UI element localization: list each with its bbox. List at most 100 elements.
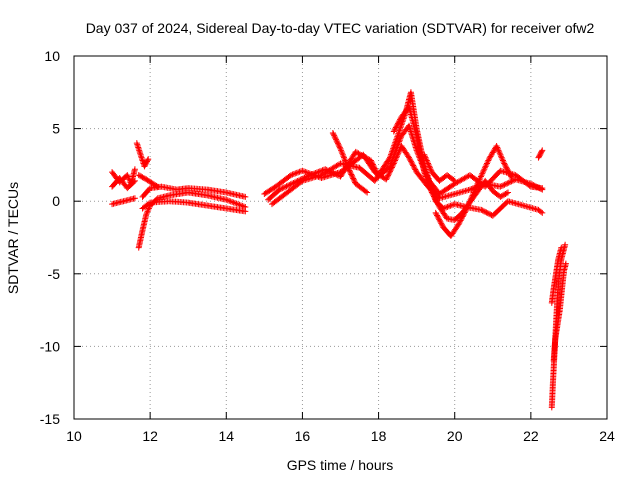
data-point-marker — [466, 186, 473, 193]
data-point-marker — [428, 189, 435, 196]
data-point-marker — [499, 156, 506, 163]
data-point-marker — [145, 206, 152, 213]
data-point-marker — [425, 161, 432, 168]
x-tick-label: 20 — [447, 428, 463, 444]
data-point-marker — [154, 183, 161, 190]
data-point-marker — [144, 157, 151, 164]
data-point-marker — [461, 209, 468, 216]
data-point-marker — [455, 221, 462, 228]
data-point-marker — [483, 160, 490, 167]
data-point-marker — [482, 163, 489, 170]
data-point-marker — [506, 171, 513, 178]
data-point-marker — [432, 196, 439, 203]
data-point-marker — [336, 144, 343, 151]
data-point-marker — [434, 200, 441, 207]
data-point-marker — [562, 241, 569, 248]
data-point-marker — [332, 135, 339, 142]
data-point-marker — [477, 173, 484, 180]
data-point-marker — [506, 169, 513, 176]
data-point-marker — [288, 172, 295, 179]
data-point-marker — [444, 203, 451, 210]
data-point-marker — [479, 170, 486, 177]
data-point-marker — [456, 218, 463, 225]
data-point-marker — [329, 129, 336, 136]
data-point-marker — [502, 190, 509, 197]
data-track — [109, 195, 138, 208]
data-point-marker — [458, 214, 465, 221]
x-tick-label: 14 — [218, 428, 234, 444]
data-point-marker — [508, 174, 515, 181]
data-point-marker — [331, 133, 338, 140]
data-point-marker — [351, 178, 358, 185]
data-point-marker — [330, 170, 337, 177]
data-point-marker — [384, 173, 391, 180]
data-point-marker — [392, 124, 399, 131]
y-tick-label: -15 — [40, 411, 60, 427]
data-point-marker — [501, 181, 508, 188]
data-point-marker — [427, 186, 434, 193]
data-point-marker — [422, 172, 429, 179]
data-point-marker — [473, 182, 480, 189]
data-point-marker — [476, 176, 483, 183]
data-point-marker — [497, 151, 504, 158]
data-point-marker — [386, 155, 393, 162]
data-point-marker — [279, 185, 286, 192]
data-point-marker — [226, 197, 233, 204]
data-point-marker — [463, 205, 470, 212]
data-point-marker — [333, 137, 340, 144]
data-point-marker — [298, 178, 305, 185]
data-point-marker — [498, 193, 505, 200]
data-point-marker — [507, 172, 514, 179]
data-point-marker — [505, 189, 512, 196]
data-point-marker — [335, 141, 342, 148]
data-point-marker — [494, 145, 501, 152]
data-point-marker — [347, 170, 354, 177]
data-point-marker — [397, 116, 404, 123]
data-point-marker — [386, 163, 393, 170]
data-point-marker — [411, 165, 418, 172]
data-point-marker — [124, 173, 131, 180]
y-axis-label: SDTVAR / TECUs — [5, 182, 21, 294]
data-point-marker — [383, 176, 390, 183]
data-point-marker — [408, 158, 415, 165]
data-point-marker — [143, 209, 150, 216]
data-point-marker — [282, 183, 289, 190]
data-point-marker — [500, 158, 507, 165]
data-point-marker — [538, 208, 545, 215]
data-point-marker — [283, 183, 290, 190]
data-track — [133, 140, 152, 170]
data-point-marker — [499, 157, 506, 164]
data-point-marker — [424, 177, 431, 184]
data-point-marker — [410, 162, 417, 169]
data-point-marker — [346, 167, 353, 174]
data-point-marker — [435, 201, 442, 208]
data-point-marker — [498, 183, 505, 190]
data-point-marker — [469, 192, 476, 199]
data-point-marker — [347, 168, 354, 175]
data-track — [329, 129, 371, 196]
data-point-marker — [372, 166, 379, 173]
data-point-marker — [300, 168, 307, 175]
data-point-marker — [424, 158, 431, 165]
data-point-marker — [497, 193, 504, 200]
data-point-marker — [284, 182, 291, 189]
data-point-marker — [350, 175, 357, 182]
data-point-marker — [153, 182, 160, 189]
data-point-marker — [331, 170, 338, 177]
data-point-marker — [461, 210, 468, 217]
data-point-marker — [410, 163, 417, 170]
data-point-marker — [239, 202, 246, 209]
data-point-marker — [423, 157, 430, 164]
data-point-marker — [395, 119, 402, 126]
data-point-marker — [478, 172, 485, 179]
data-point-marker — [345, 164, 352, 171]
chart-title: Day 037 of 2024, Sidereal Day-to-day VTE… — [86, 20, 595, 36]
data-point-marker — [465, 202, 472, 209]
data-point-marker — [433, 211, 440, 218]
x-tick-label: 18 — [371, 428, 387, 444]
data-point-marker — [276, 186, 283, 193]
data-point-marker — [526, 182, 533, 189]
data-point-marker — [237, 202, 244, 209]
data-point-marker — [235, 201, 241, 208]
data-point-marker — [348, 171, 355, 178]
